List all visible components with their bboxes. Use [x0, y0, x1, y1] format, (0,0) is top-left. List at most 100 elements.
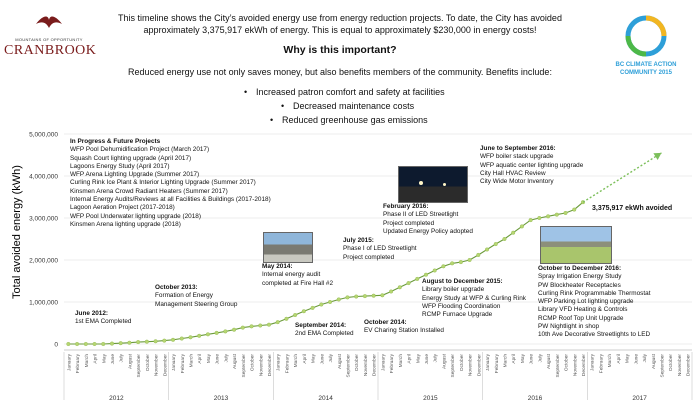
- month-tick-label: March: [188, 354, 194, 368]
- data-point: [284, 316, 289, 321]
- data-point: [519, 224, 524, 229]
- month-tick-label: November: [363, 354, 369, 377]
- annotation-text: Project completed: [343, 253, 395, 261]
- month-tick-label: March: [398, 354, 404, 368]
- month-tick-label: December: [476, 354, 482, 377]
- month-tick-label: January: [171, 353, 177, 371]
- annotation-jun-sep-2016: June to September 2016: WFP boiler stack…: [480, 145, 583, 186]
- month-tick-label: May: [311, 353, 317, 363]
- annotation-sep-2014: September 2014: 2nd EMA Completed: [295, 322, 354, 339]
- month-tick-label: April: [407, 354, 413, 364]
- data-point: [572, 207, 577, 212]
- data-point: [310, 305, 315, 310]
- data-point: [397, 285, 402, 290]
- annotation-oct-2014: October 2014: EV Charing Station Install…: [364, 319, 444, 336]
- annotation-text: WFP boiler stack upgrade: [480, 153, 554, 161]
- month-tick-label: July: [537, 353, 543, 362]
- annotation-aug-dec-2015: August to December 2015: Library boiler …: [422, 278, 526, 319]
- month-tick-label: January: [485, 353, 491, 371]
- data-point: [389, 289, 394, 294]
- month-tick-label: September: [345, 354, 351, 378]
- month-tick-label: October: [459, 354, 465, 371]
- data-point: [83, 342, 88, 347]
- data-point: [319, 302, 324, 307]
- annotation-text: RCMP Furnace Upgrade: [422, 311, 493, 319]
- annotation-date: September 2014:: [295, 322, 347, 329]
- intro-line1: This timeline shows the City’s avoided e…: [118, 13, 562, 23]
- data-point: [432, 268, 437, 273]
- data-point: [467, 258, 472, 263]
- annotation-text: Phase I of LED Streetlight: [343, 245, 417, 253]
- month-tick-label: July: [642, 353, 648, 362]
- data-point: [153, 339, 158, 344]
- month-tick-label: June: [319, 354, 325, 365]
- data-point: [92, 342, 97, 347]
- irrigation-field-photo: [540, 226, 612, 264]
- data-point: [293, 313, 298, 318]
- logo-name: CRANBROOK: [4, 43, 97, 58]
- annotation-date: October 2014:: [364, 319, 407, 326]
- benefit-item: Increased patron comfort and safety at f…: [244, 87, 445, 97]
- month-tick-label: November: [468, 354, 474, 377]
- month-tick-label: December: [162, 354, 168, 377]
- annotation-date: July 2015:: [343, 237, 374, 244]
- annotation-jul-2015: July 2015: Phase I of LED Streetlight Pr…: [343, 237, 417, 262]
- data-point: [441, 264, 446, 269]
- data-point: [205, 332, 210, 337]
- progress-item: WFP Arena Lighting Upgrade (Summer 2017): [70, 171, 200, 179]
- month-tick-label: July: [223, 353, 229, 362]
- month-tick-label: June: [110, 354, 116, 365]
- series-marks: [66, 152, 662, 347]
- annotation-text: Formation of Energy: [155, 292, 213, 300]
- month-tick-label: February: [284, 353, 290, 373]
- month-tick-label: September: [136, 354, 142, 378]
- month-tick-label: October: [145, 354, 151, 371]
- progress-item: Squash Court lighting upgrade (April 201…: [70, 154, 192, 162]
- year-label: 2016: [528, 395, 543, 402]
- data-point: [171, 337, 176, 342]
- intro-line2: approximately 3,375,917 ekWh of energy. …: [143, 25, 537, 35]
- month-tick-label: December: [267, 354, 273, 377]
- progress-item: Lagoon Aeration Project (2017-2018): [70, 204, 175, 212]
- annotation-date: August to December 2015:: [422, 278, 503, 285]
- y-tick-label: 0: [54, 342, 58, 349]
- data-point: [345, 295, 350, 300]
- annotation-text: Internal energy audit: [262, 271, 321, 279]
- y-tick-label: 4,000,000: [29, 174, 58, 181]
- annotation-date: June to September 2016:: [480, 145, 556, 152]
- progress-item: Internal Energy Audits/Reviews at all Fa…: [70, 196, 271, 204]
- x-axis-ticks: January February March April May June July Augu…: [66, 353, 691, 402]
- month-tick-label: August: [127, 353, 133, 369]
- data-point: [232, 327, 237, 332]
- annotation-text: EV Charing Station Installed: [364, 327, 444, 335]
- data-point: [493, 242, 498, 247]
- month-tick-label: November: [572, 354, 578, 377]
- data-point: [563, 210, 568, 215]
- data-point: [502, 236, 507, 241]
- year-label: 2012: [109, 395, 124, 402]
- data-point: [476, 252, 481, 257]
- projection-line: [582, 152, 662, 203]
- data-point: [127, 340, 132, 345]
- annotation-date: May 2014:: [262, 263, 293, 270]
- benefit-item: Reduced greenhouse gas emissions: [270, 115, 428, 125]
- month-tick-label: January: [590, 353, 596, 371]
- question-title: Why is this important?: [283, 44, 397, 56]
- data-point: [423, 272, 428, 277]
- month-tick-label: September: [555, 354, 561, 378]
- annotation-text: 1st EMA Completed: [75, 318, 132, 326]
- data-point: [249, 324, 254, 329]
- y-tick-label: 1,000,000: [29, 300, 58, 307]
- month-tick-label: December: [372, 354, 378, 377]
- month-tick-label: October: [250, 354, 256, 371]
- projection-arrowhead: [653, 152, 662, 161]
- month-tick-label: June: [424, 354, 430, 365]
- month-tick-label: June: [215, 354, 221, 365]
- data-point: [371, 293, 376, 298]
- data-point: [354, 294, 359, 299]
- logo-line1: BC CLIMATE ACTION: [615, 62, 677, 68]
- month-tick-label: November: [258, 354, 264, 377]
- annotation-text: City Hall HVAC Review: [480, 169, 546, 177]
- annotation-text: completed at Fire Hall #2: [262, 279, 334, 287]
- annotation-text: 2nd EMA Completed: [295, 330, 354, 338]
